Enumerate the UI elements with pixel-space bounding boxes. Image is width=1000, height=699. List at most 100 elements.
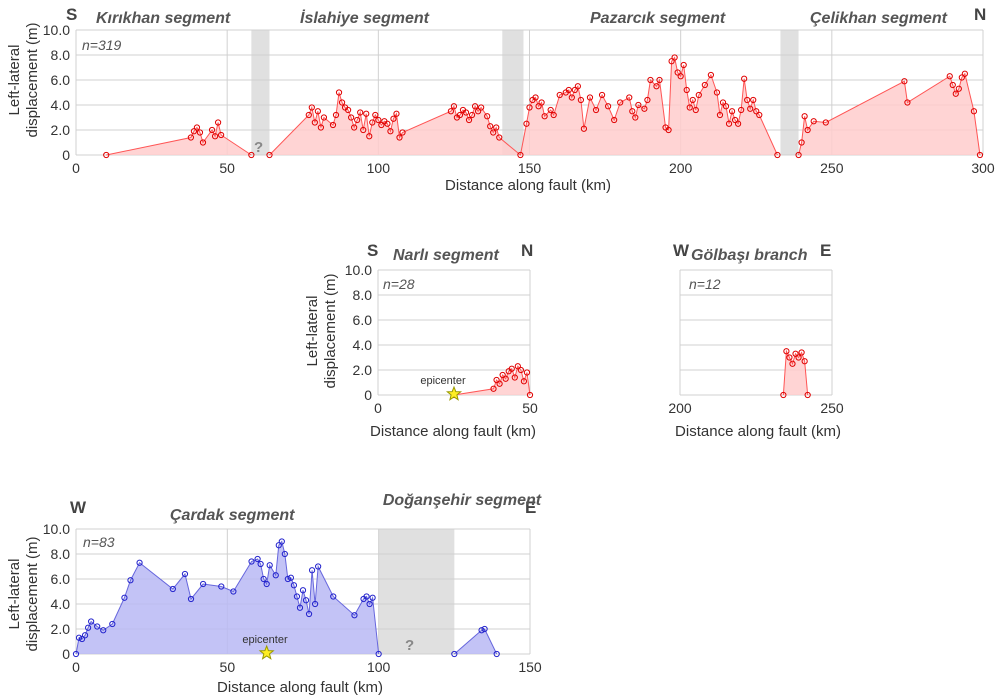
- y-axis-label-line1: Left-lateral: [6, 559, 23, 630]
- displacement-area-fill: [76, 541, 379, 654]
- data-point: [311, 119, 318, 126]
- data-point: [976, 151, 984, 159]
- data-point: [384, 120, 391, 127]
- gap-question-mark: ?: [405, 637, 414, 654]
- data-point: [312, 600, 319, 608]
- data-point: [260, 575, 267, 583]
- data-point: [490, 129, 497, 136]
- data-point: [556, 91, 563, 99]
- direction-left-label: W: [70, 498, 87, 517]
- data-point: [689, 96, 696, 104]
- x-tick-label: 50: [220, 659, 236, 675]
- y-tick-label: 6.0: [51, 72, 71, 88]
- data-point: [363, 593, 370, 600]
- data-point: [695, 91, 702, 99]
- data-point: [94, 623, 101, 630]
- data-point: [683, 86, 690, 94]
- y-tick-labels: 0 2.0 4.0 6.0 8.0 10.0: [345, 262, 372, 403]
- data-point: [287, 574, 294, 581]
- data-point: [257, 560, 264, 568]
- data-point: [952, 90, 959, 97]
- data-point: [674, 69, 681, 76]
- data-point: [478, 104, 485, 111]
- data-point: [293, 593, 301, 600]
- data-point: [798, 139, 805, 146]
- y-tick-label: 10.0: [345, 262, 372, 278]
- data-point: [804, 391, 811, 399]
- y-axis-label-line1: Left-lateral: [6, 45, 23, 116]
- displacement-outline: [454, 628, 498, 655]
- data-point: [629, 108, 636, 115]
- data-point: [644, 96, 651, 104]
- y-tick-label: 0: [364, 387, 372, 403]
- x-tick-label: 0: [72, 160, 80, 176]
- epicenter-label: epicenter: [242, 634, 288, 646]
- epicenter-star-icon: [445, 385, 463, 401]
- measurement-points: [780, 348, 811, 399]
- data-point: [493, 124, 500, 131]
- y-tick-label: 10.0: [43, 22, 70, 38]
- data-point: [617, 99, 624, 106]
- data-point: [375, 650, 382, 658]
- data-point: [351, 124, 358, 131]
- data-point: [100, 627, 107, 634]
- y-tick-label: 4.0: [353, 337, 373, 353]
- data-point: [471, 103, 479, 110]
- data-point: [345, 106, 352, 114]
- data-point: [335, 89, 343, 96]
- data-point: [230, 588, 237, 595]
- data-point: [792, 350, 799, 357]
- data-point: [517, 366, 524, 374]
- data-point: [263, 580, 270, 588]
- data-point: [396, 134, 403, 141]
- data-point: [248, 558, 255, 565]
- y-tick-labels: 0 2.0 4.0 6.0 8.0 10.0: [43, 521, 70, 662]
- x-tick-label: 200: [668, 400, 692, 416]
- data-point: [955, 85, 962, 92]
- data-point: [517, 151, 524, 159]
- data-point: [541, 113, 548, 120]
- y-tick-label: 6.0: [51, 571, 71, 587]
- data-point: [538, 99, 545, 106]
- data-point: [671, 54, 678, 61]
- y-tick-label: 8.0: [51, 546, 71, 562]
- data-point: [88, 618, 95, 625]
- data-point: [290, 582, 298, 589]
- data-point: [351, 612, 358, 619]
- data-point: [592, 106, 600, 114]
- data-point: [109, 620, 116, 628]
- data-point: [484, 113, 491, 120]
- data-point: [756, 111, 763, 119]
- data-point: [85, 624, 92, 631]
- data-point: [970, 108, 978, 115]
- data-point: [511, 374, 518, 381]
- data-point: [214, 119, 222, 126]
- x-tick-label: 50: [219, 160, 235, 176]
- data-point: [801, 113, 808, 120]
- data-point: [447, 108, 454, 115]
- data-point: [254, 555, 261, 563]
- x-tick-labels: 200 250: [668, 400, 844, 416]
- data-point: [278, 538, 285, 545]
- data-point: [692, 106, 699, 114]
- data-point: [550, 111, 557, 119]
- x-tick-labels: 0 50 100 150: [72, 659, 542, 675]
- data-point: [296, 604, 304, 611]
- data-point: [493, 650, 500, 658]
- data-point: [348, 114, 355, 121]
- data-point: [716, 111, 724, 119]
- segment-label-dogansehir: Doğanşehir segment: [383, 492, 542, 509]
- data-point: [465, 116, 473, 124]
- main-rupture-panel: 0 2.0 4.0 6.0 8.0 10.0 0 50 100 150 200 250 300 S N…: [6, 5, 995, 194]
- x-tick-labels: 0 50 100 150 200 250 300: [72, 160, 995, 176]
- y-tick-label: 4.0: [51, 596, 71, 612]
- x-tick-label: 0: [374, 400, 382, 416]
- x-tick-label: 150: [518, 160, 542, 176]
- y-tick-label: 4.0: [51, 97, 71, 113]
- data-point: [305, 111, 312, 119]
- data-point: [468, 111, 476, 119]
- data-point: [387, 128, 394, 135]
- gap-band: [780, 30, 799, 155]
- segment-label-kirikhan: Kırıkhan segment: [96, 10, 231, 27]
